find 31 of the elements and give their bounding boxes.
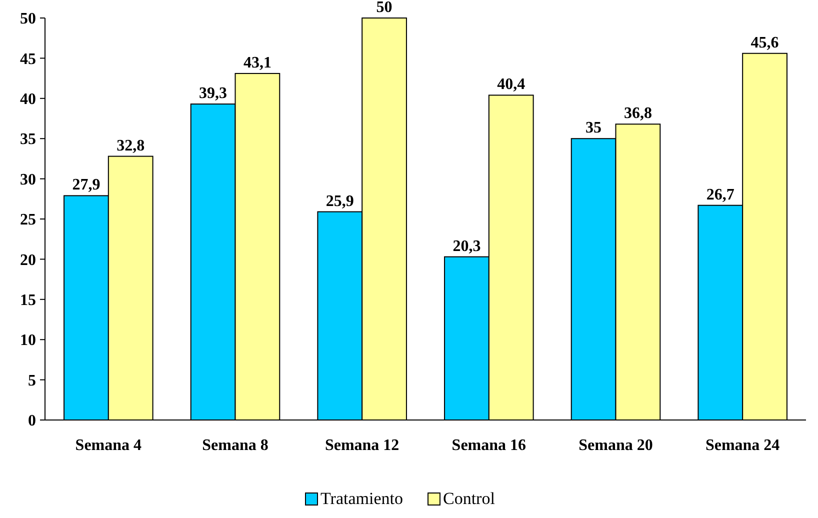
x-tick-label: Semana 4 bbox=[75, 437, 142, 454]
data-label: 36,8 bbox=[624, 105, 652, 122]
y-tick-label: 10 bbox=[20, 332, 36, 350]
data-label: 43,1 bbox=[243, 54, 272, 72]
data-label: 45,6 bbox=[750, 34, 779, 52]
y-tick-label: 50 bbox=[20, 10, 36, 28]
data-label: 35 bbox=[586, 120, 602, 137]
y-tick-label: 25 bbox=[20, 212, 36, 229]
y-tick-label: 15 bbox=[20, 292, 36, 309]
data-label: 40,4 bbox=[497, 76, 526, 94]
data-label: 32,8 bbox=[116, 137, 145, 154]
y-tick-label: 35 bbox=[20, 131, 36, 148]
y-tick-label: 20 bbox=[20, 252, 36, 269]
data-label: 26,7 bbox=[706, 186, 734, 204]
data-label: 25,9 bbox=[326, 192, 354, 210]
y-tick-label: 5 bbox=[28, 372, 36, 390]
x-tick-label: Semana 20 bbox=[578, 437, 653, 454]
legend-label: Tratamiento bbox=[320, 489, 403, 508]
data-label: 39,3 bbox=[199, 85, 228, 102]
y-tick-label: 30 bbox=[20, 171, 36, 188]
y-tick-label: 40 bbox=[20, 91, 36, 108]
x-tick-label: Semana 16 bbox=[452, 437, 526, 454]
legend-label: Control bbox=[443, 489, 496, 508]
data-label: 50 bbox=[376, 0, 392, 16]
x-tick-label: Semana 12 bbox=[324, 437, 400, 454]
data-label: 20,3 bbox=[452, 238, 481, 255]
y-tick-label: 0 bbox=[28, 412, 36, 430]
x-tick-label: Semana 24 bbox=[705, 437, 780, 454]
y-tick-label: 45 bbox=[20, 50, 36, 68]
data-label: 27,9 bbox=[72, 176, 100, 194]
x-tick-label: Semana 8 bbox=[202, 437, 268, 454]
